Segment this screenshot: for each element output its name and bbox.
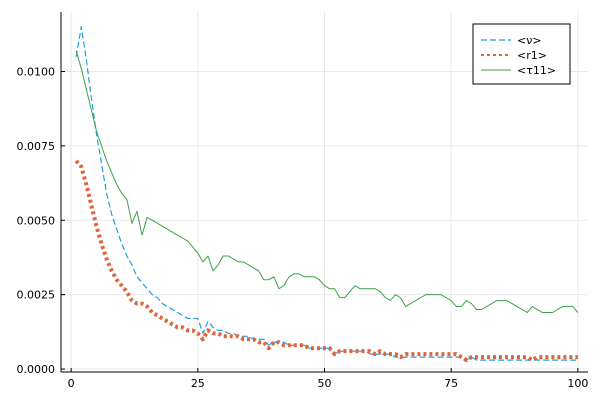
- x-tick-label: 50: [318, 377, 332, 390]
- legend-label-tau11: <τ11>: [517, 64, 556, 77]
- legend-entry-tau11: <τ11>: [481, 64, 556, 77]
- y-tick-label: 0.0000: [17, 363, 56, 376]
- legend: <ν> <r1> <τ11>: [472, 23, 571, 85]
- legend-label-nu: <ν>: [517, 34, 542, 47]
- y-tick-label: 0.0100: [17, 66, 56, 79]
- y-tick-label: 0.0025: [17, 289, 56, 302]
- x-tick-label: 25: [191, 377, 205, 390]
- x-tick-label: 75: [444, 377, 458, 390]
- series-line-0: [75, 26, 578, 361]
- legend-entry-r1: <r1>: [481, 49, 547, 62]
- series-line-1: [74, 159, 578, 363]
- x-tick-label: 0: [68, 377, 75, 390]
- legend-entry-nu: <ν>: [481, 34, 542, 47]
- y-tick-label: 0.0075: [17, 140, 56, 153]
- series-line-2: [75, 50, 579, 313]
- y-tick-label: 0.0050: [17, 214, 56, 227]
- x-ticks: 0 25 50 75 100: [68, 368, 588, 390]
- x-tick-label: 100: [567, 377, 588, 390]
- series-layer: [74, 26, 579, 363]
- legend-label-r1: <r1>: [517, 49, 547, 62]
- y-ticks: 0.0000 0.0025 0.0050 0.0075 0.0100: [17, 66, 65, 376]
